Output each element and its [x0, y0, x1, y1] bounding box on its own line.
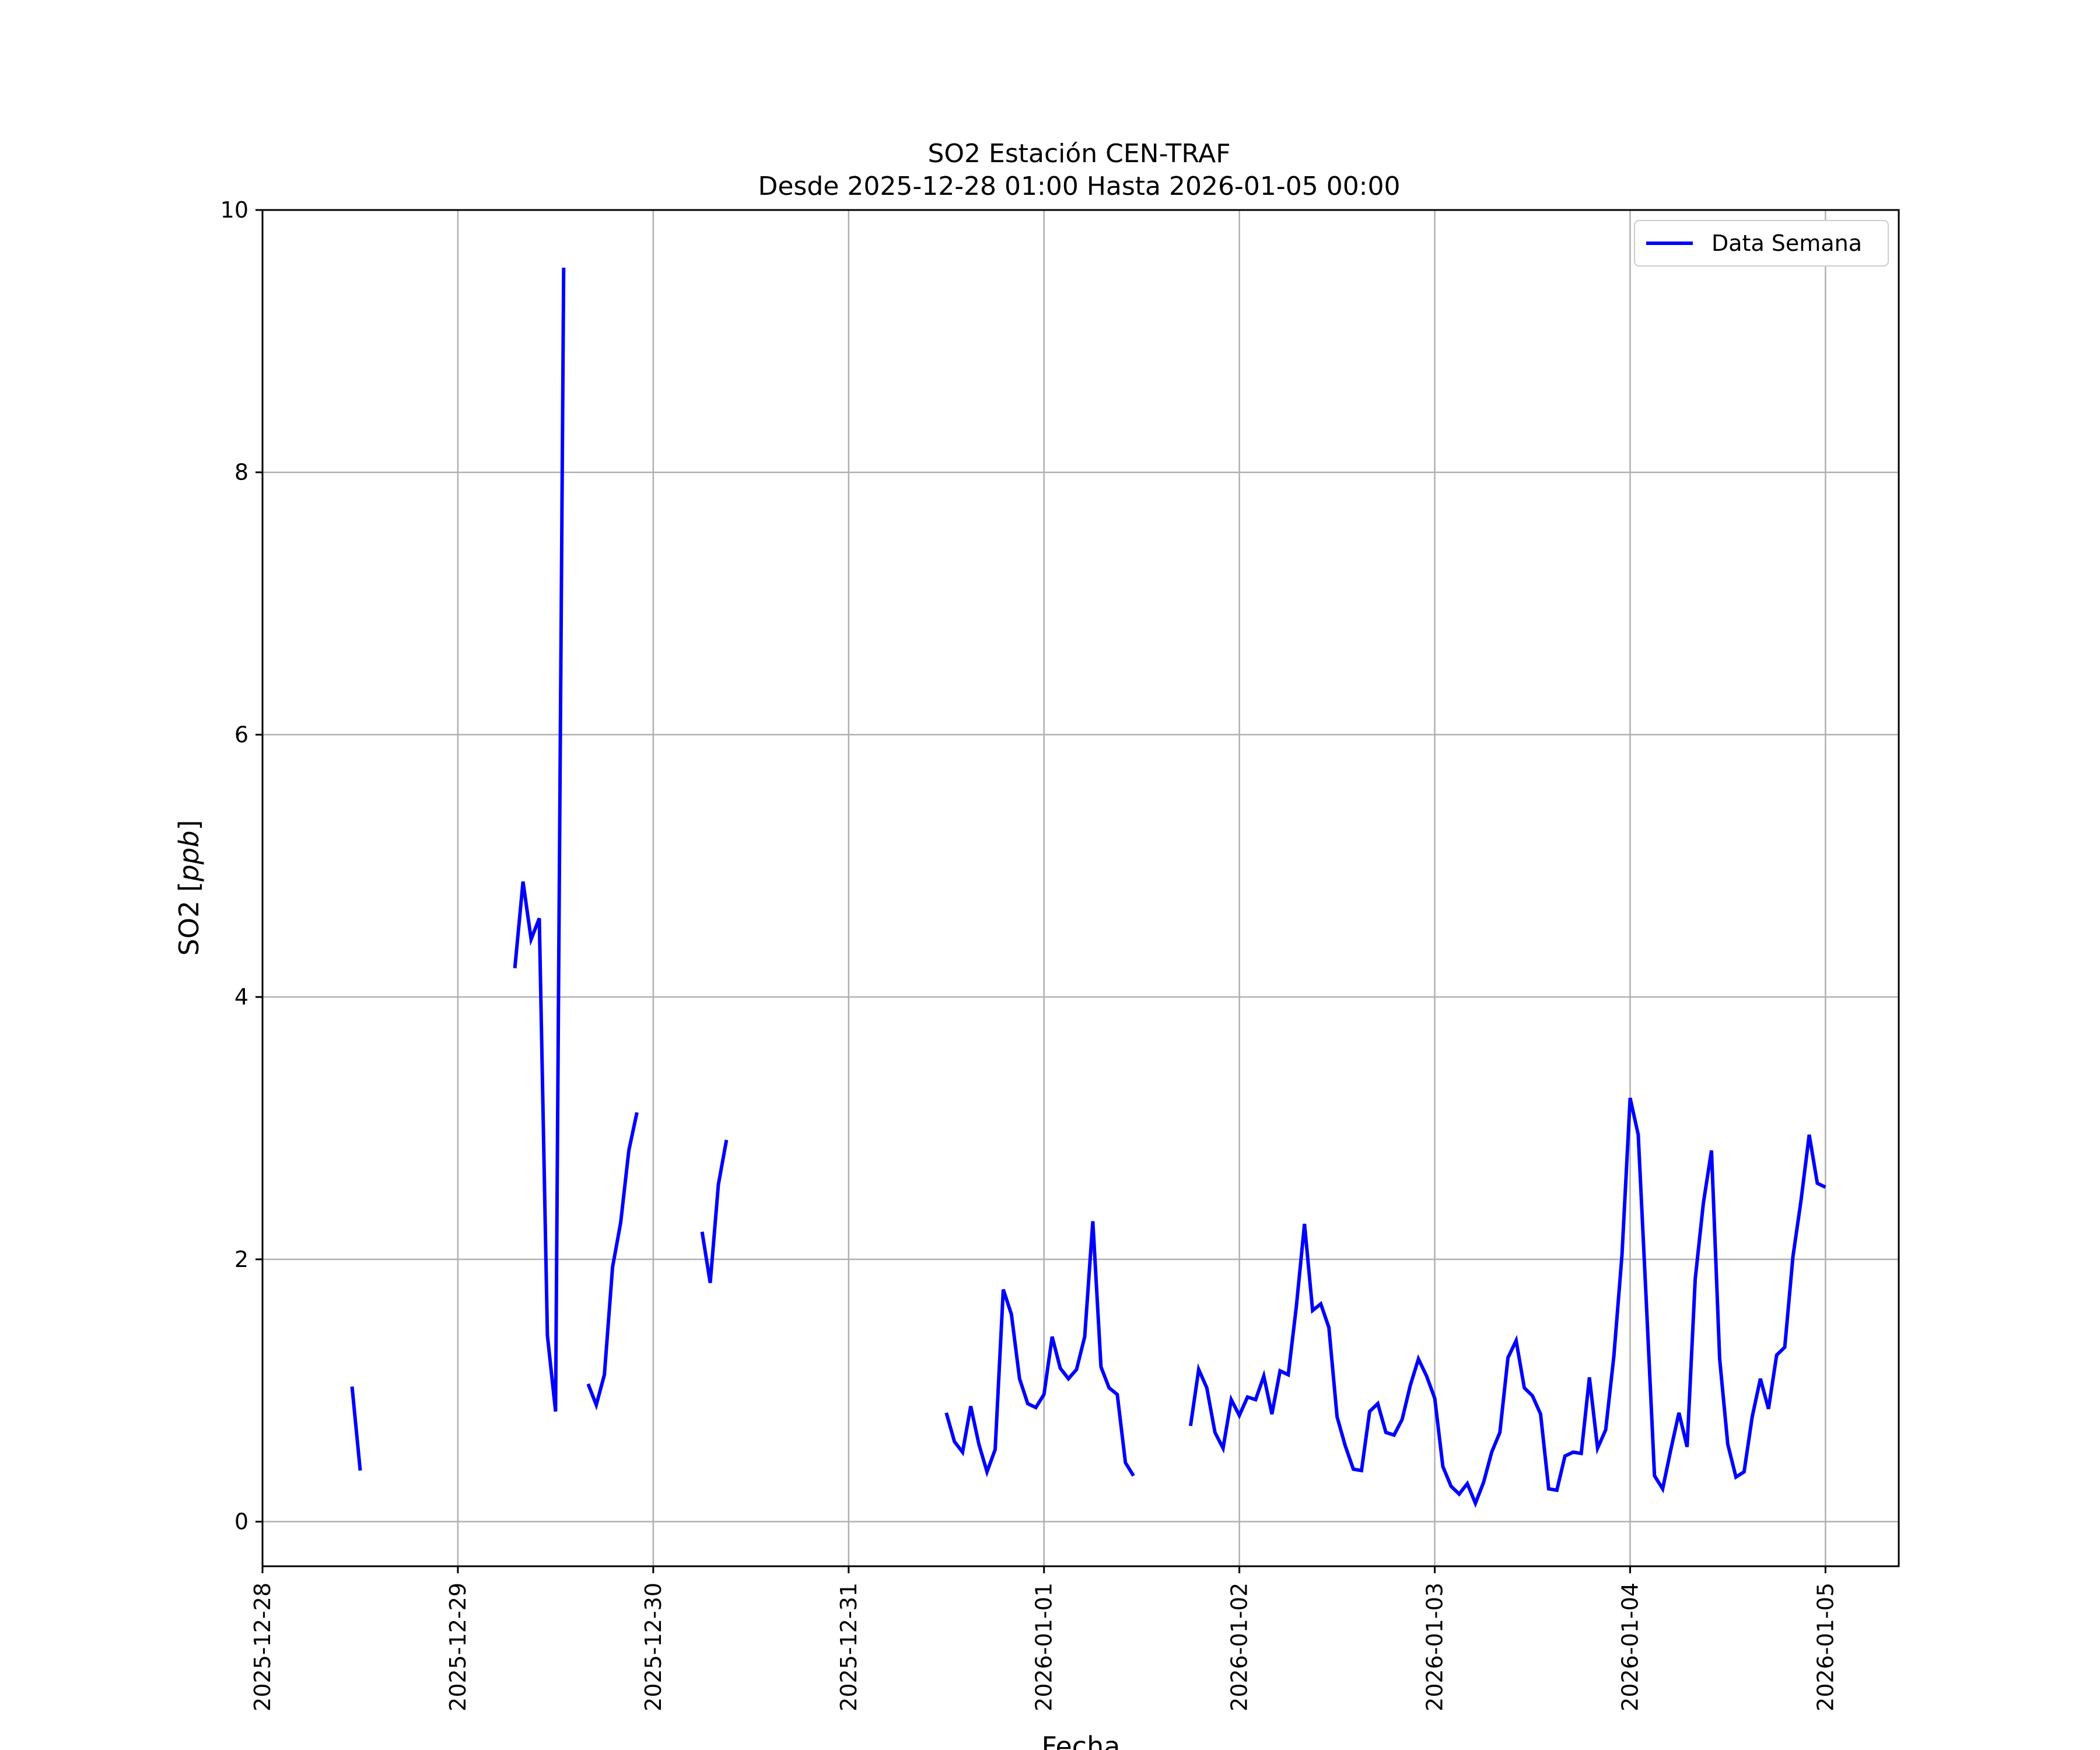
y-axis: 0 2 4 6 8 10: [220, 197, 262, 1535]
x-axis: 2025-12-28 2025-12-29 2025-12-30 2025-12-31…: [250, 1566, 1838, 1712]
legend: Data Semana: [1634, 220, 1889, 267]
legend-box: [1634, 220, 1889, 267]
series-data-semana: [350, 267, 1826, 1508]
y-tick-label: 0: [235, 1509, 249, 1535]
y-tick-label: 8: [235, 460, 249, 485]
x-tick-label: 2026-01-03: [1422, 1583, 1448, 1712]
series-line-segment: [700, 1139, 729, 1283]
x-tick-label: 2026-01-02: [1227, 1583, 1252, 1712]
legend-label-data-semana: Data Semana: [1712, 230, 1862, 256]
y-axis-label-unit: ppb: [173, 831, 205, 883]
y-tick-label: 4: [235, 984, 249, 1010]
x-tick-label: 2026-01-01: [1031, 1583, 1057, 1712]
y-tick-label: 6: [235, 722, 249, 747]
y-tick-label: 2: [235, 1247, 249, 1272]
x-tick-label: 2025-12-30: [640, 1583, 666, 1712]
x-tick-label: 2026-01-05: [1812, 1583, 1838, 1712]
y-axis-label-close: ]: [173, 820, 205, 831]
x-tick-label: 2025-12-31: [836, 1583, 862, 1712]
series-line-segment: [350, 1386, 362, 1471]
gridlines: [261, 209, 1899, 1566]
series-line-segment: [513, 267, 566, 1412]
y-axis-label-main: SO2 [: [173, 881, 205, 956]
x-tick-label: 2026-01-04: [1617, 1583, 1643, 1712]
chart-subtitle: Desde 2025-12-28 01:00 Hasta 2026-01-05 …: [758, 172, 1400, 201]
series-line-segment: [1188, 1097, 1826, 1508]
y-tick-label: 10: [220, 197, 249, 223]
chart-title: SO2 Estación CEN-TRAF: [928, 139, 1230, 169]
y-axis-label: SO2 [ppb]: [173, 820, 205, 956]
x-tick-label: 2025-12-28: [250, 1583, 275, 1712]
series-line-segment: [944, 1221, 1135, 1478]
plot-frame: [261, 209, 1900, 1567]
x-axis-label: Fecha: [1042, 1731, 1121, 1750]
x-tick-label: 2025-12-29: [445, 1583, 471, 1712]
series-line-segment: [586, 1112, 639, 1411]
